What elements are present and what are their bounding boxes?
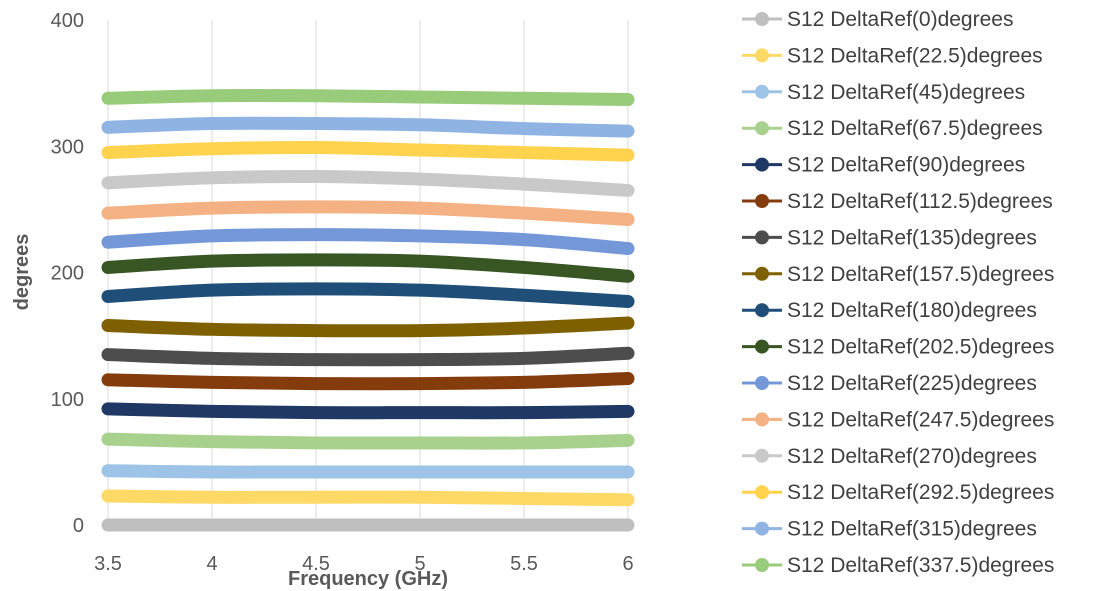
legend-item: S12 DeltaRef(45)degrees — [742, 81, 1025, 104]
legend-item: S12 DeltaRef(247.5)degrees — [742, 408, 1054, 431]
legend-swatch-marker — [755, 485, 769, 500]
series-line-13 — [101, 140, 635, 162]
series-line-2 — [101, 464, 635, 479]
series-line-12 — [101, 169, 635, 197]
legend-item: S12 DeltaRef(337.5)degrees — [742, 554, 1054, 577]
series-line-9 — [101, 253, 635, 283]
x-tick-label: 4 — [206, 553, 217, 575]
legend-swatch-marker — [755, 448, 769, 463]
legend-label: S12 DeltaRef(135)degrees — [787, 226, 1037, 249]
legend-label: S12 DeltaRef(202.5)degrees — [787, 336, 1054, 359]
legend-item: S12 DeltaRef(135)degrees — [742, 226, 1037, 249]
legend-label: S12 DeltaRef(270)degrees — [787, 445, 1037, 468]
legend-item: S12 DeltaRef(315)degrees — [742, 518, 1037, 541]
legend-swatch-marker — [755, 521, 769, 536]
legend-item: S12 DeltaRef(67.5)degrees — [742, 117, 1043, 140]
legend-label: S12 DeltaRef(315)degrees — [787, 518, 1037, 541]
legend-swatch-marker — [755, 84, 769, 99]
legend-swatch-marker — [755, 157, 769, 172]
legend-swatch-marker — [755, 339, 769, 354]
y-tick-label: 0 — [73, 515, 84, 537]
legend-item: S12 DeltaRef(270)degrees — [742, 445, 1037, 468]
legend-item: S12 DeltaRef(157.5)degrees — [742, 263, 1054, 286]
legend-swatch-marker — [755, 12, 769, 26]
legend-item: S12 DeltaRef(22.5)degrees — [742, 44, 1043, 67]
x-tick-label: 6 — [622, 553, 633, 575]
legend-item: S12 DeltaRef(90)degrees — [742, 154, 1025, 177]
legend-label: S12 DeltaRef(90)degrees — [787, 154, 1025, 177]
series-line-7 — [101, 316, 635, 338]
legend-item: S12 DeltaRef(292.5)degrees — [742, 481, 1054, 504]
legend-swatch-marker — [755, 121, 769, 136]
series-lines — [101, 89, 635, 532]
x-tick-label: 5.5 — [510, 553, 538, 575]
series-line-5 — [101, 372, 635, 391]
series-line-1 — [101, 489, 635, 507]
legend-label: S12 DeltaRef(22.5)degrees — [787, 44, 1043, 67]
x-tick-label: 4.5 — [302, 553, 330, 575]
x-tick-label: 5 — [414, 553, 425, 575]
legend-label: S12 DeltaRef(0)degrees — [787, 8, 1013, 31]
x-axis-title: Frequency (GHz) — [288, 568, 448, 590]
legend-item: S12 DeltaRef(112.5)degrees — [742, 190, 1053, 213]
legend: S12 DeltaRef(0)degrees S12 DeltaRef(22.5)… — [742, 8, 1054, 577]
legend-swatch-marker — [755, 412, 769, 427]
legend-label: S12 DeltaRef(292.5)degrees — [787, 481, 1054, 504]
legend-label: S12 DeltaRef(45)degrees — [787, 81, 1025, 104]
series-line-11 — [101, 200, 635, 226]
legend-item: S12 DeltaRef(180)degrees — [742, 299, 1037, 322]
legend-label: S12 DeltaRef(157.5)degrees — [787, 263, 1054, 286]
legend-label: S12 DeltaRef(67.5)degrees — [787, 117, 1043, 140]
y-tick-label: 200 — [51, 263, 84, 285]
y-tick-label: 400 — [51, 10, 84, 32]
legend-swatch-marker — [755, 194, 769, 208]
y-tick-label: 300 — [51, 136, 84, 158]
y-axis-title: degrees — [11, 234, 33, 311]
series-line-4 — [101, 402, 635, 420]
legend-label: S12 DeltaRef(225)degrees — [787, 372, 1037, 395]
series-line-3 — [101, 432, 635, 450]
series-line-15 — [101, 89, 635, 107]
legend-swatch-marker — [755, 48, 769, 63]
legend-swatch-marker — [755, 230, 769, 245]
legend-label: S12 DeltaRef(180)degrees — [787, 299, 1037, 322]
legend-swatch-marker — [755, 558, 769, 572]
series-line-8 — [101, 282, 635, 309]
series-line-14 — [101, 116, 635, 138]
legend-label: S12 DeltaRef(337.5)degrees — [787, 554, 1054, 577]
legend-item: S12 DeltaRef(0)degrees — [742, 8, 1013, 31]
y-tick-label: 100 — [51, 389, 84, 411]
x-tick-label: 3.5 — [94, 553, 122, 575]
legend-label: S12 DeltaRef(247.5)degrees — [787, 408, 1054, 431]
legend-item: S12 DeltaRef(225)degrees — [742, 372, 1037, 395]
legend-label: S12 DeltaRef(112.5)degrees — [787, 190, 1053, 213]
legend-swatch-marker — [755, 376, 769, 390]
legend-item: S12 DeltaRef(202.5)degrees — [742, 336, 1054, 359]
legend-swatch-marker — [755, 303, 769, 318]
legend-swatch-marker — [755, 266, 769, 281]
series-line-10 — [101, 228, 635, 256]
axes: 3.5 4 4.5 5 5.5 6 0 100 200 300 400 — [51, 10, 634, 575]
series-line-6 — [101, 346, 635, 367]
